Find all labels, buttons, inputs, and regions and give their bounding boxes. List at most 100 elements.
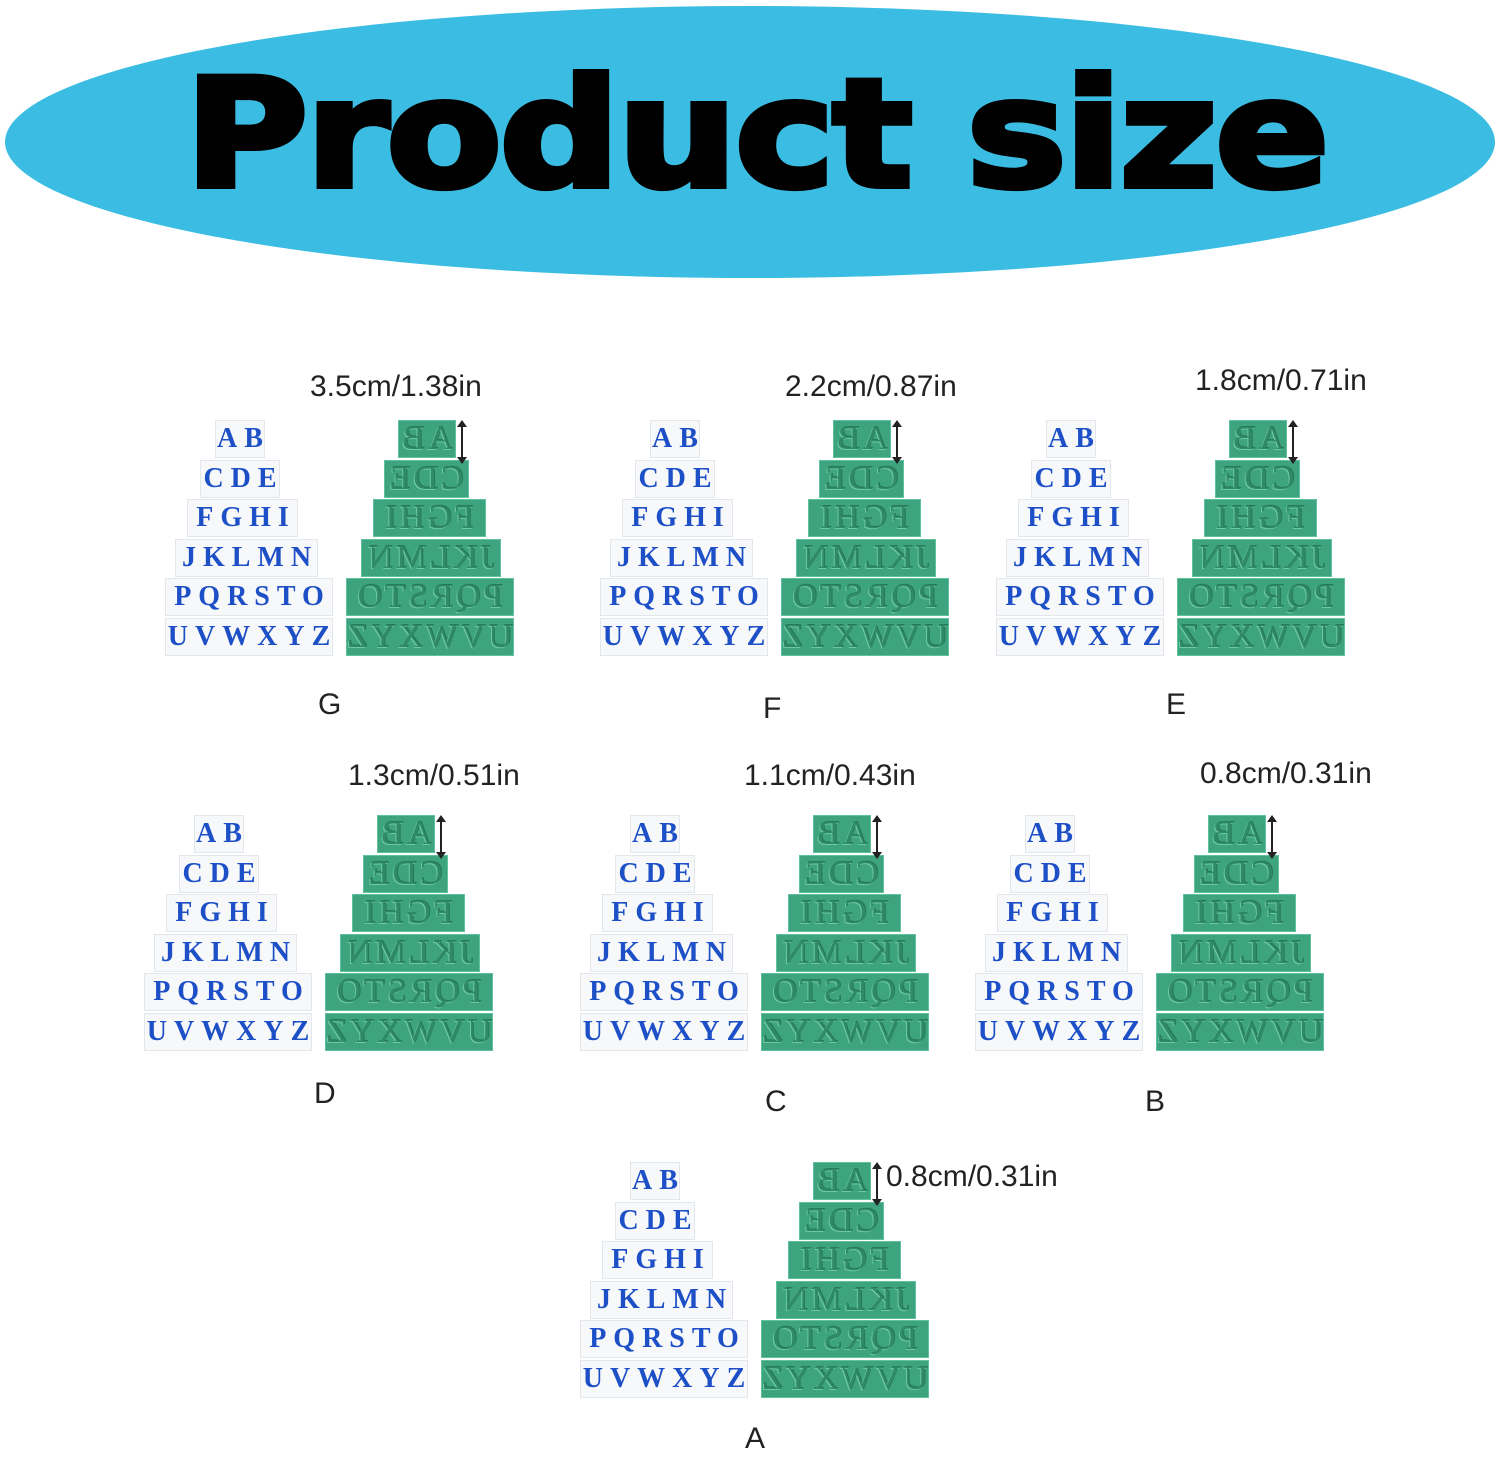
dimension-label: 2.2cm/0.87in <box>785 370 957 403</box>
stamp-letters: CDE <box>386 459 464 497</box>
stamp-row: UVWXYZ <box>1154 1012 1324 1051</box>
tray-letters: CDE <box>182 857 263 889</box>
stamp-row: CDE <box>799 1201 884 1240</box>
tray-letters: CDE <box>618 857 699 889</box>
stamp-letters: CDE <box>821 459 899 497</box>
tray-row: JKLMN <box>1006 538 1150 577</box>
tray-row: JKLMN <box>590 933 734 972</box>
stamp-letters: CDE <box>801 1201 879 1239</box>
stamp-row: CDE <box>1215 459 1300 498</box>
tray-letters: AB <box>196 818 249 849</box>
tray-row: AB <box>1046 420 1096 458</box>
stamp-row: AB <box>398 420 456 458</box>
stamp-stack: AB CDE FGHI JKLMN PQRSTO UVWXYZ <box>779 420 949 656</box>
letter-tray: AB CDE FGHI JKLMN PQRSTO UVWXYZ <box>600 420 768 656</box>
stamp-row: CDE <box>819 459 904 498</box>
stamp-row: FGHI <box>373 499 486 537</box>
tray-letters: CDE <box>1013 857 1094 889</box>
tray-row: PQRSTO <box>144 973 312 1011</box>
dimension-label: 0.8cm/0.31in <box>886 1160 1058 1193</box>
title-banner <box>5 6 1495 278</box>
stamp-row: PQRSTO <box>346 578 514 616</box>
tray-letters: JKLMN <box>596 1283 734 1315</box>
stamp-row: AB <box>1229 420 1287 458</box>
stamp-row: PQRSTO <box>781 578 949 616</box>
tray-letters: UVWXYZ <box>582 1362 753 1394</box>
tray-row: JKLMN <box>175 538 318 577</box>
size-option-label: E <box>1166 688 1187 721</box>
size-option-label: F <box>763 692 782 725</box>
tray-letters: PQRSTO <box>589 1323 746 1354</box>
stamp-row: AB <box>813 1162 871 1200</box>
stamp-row: PQRSTO <box>1156 973 1324 1011</box>
tray-row: FGHI <box>602 1241 713 1279</box>
tray-letters: FGHI <box>611 1244 711 1275</box>
tray-row: AB <box>630 815 680 853</box>
tray-row: CDE <box>1010 854 1090 893</box>
tray-letters: UVWXYZ <box>602 620 773 652</box>
stamp-row: PQRSTO <box>1177 578 1345 616</box>
stamp-letters: UVWXYZ <box>322 1012 493 1050</box>
tray-letters: UVWXYZ <box>146 1015 317 1047</box>
letter-tray: AB CDE FGHI JKLMN PQRSTO UVWXYZ <box>580 815 748 1051</box>
stamp-row: PQRSTO <box>761 1320 929 1358</box>
tray-row: FGHI <box>187 499 298 537</box>
page-title: Product size <box>182 45 1333 225</box>
tray-row: PQRSTO <box>165 578 333 616</box>
tray-letters: AB <box>652 423 705 454</box>
height-arrow-icon <box>892 420 902 464</box>
letter-tray: AB CDE FGHI JKLMN PQRSTO UVWXYZ <box>580 1162 748 1398</box>
tray-letters: UVWXYZ <box>167 620 338 652</box>
stamp-letters: PQRSTO <box>333 973 482 1010</box>
stamp-stack: AB CDE FGHI JKLMN PQRSTO UVWXYZ <box>1154 815 1324 1051</box>
tray-letters: UVWXYZ <box>977 1015 1148 1047</box>
stamp-stack: AB CDE FGHI JKLMN PQRSTO UVWXYZ <box>343 420 514 656</box>
stamp-letters: PQRSTO <box>789 578 938 615</box>
stamp-row: JKLMN <box>1192 538 1332 577</box>
stamp-letters: UVWXYZ <box>758 1012 929 1050</box>
size-option-label: G <box>318 688 342 721</box>
stamp-row: FGHI <box>808 499 921 537</box>
stamp-stack: AB CDE FGHI JKLMN PQRSTO UVWXYZ <box>322 815 493 1051</box>
tray-letters: CDE <box>638 462 719 494</box>
tray-row: JKLMN <box>610 538 753 577</box>
stamp-letters: AB <box>1229 420 1284 457</box>
stamp-row: JKLMN <box>1171 933 1311 972</box>
tray-row: PQRSTO <box>996 578 1164 616</box>
stamp-letters: JKLMN <box>780 1280 909 1318</box>
stamp-letters: UVWXYZ <box>343 617 514 655</box>
stamp-row: JKLMN <box>340 933 480 972</box>
stamp-row: FGHI <box>788 894 901 932</box>
tray-row: AB <box>215 420 265 458</box>
stamp-row: UVWXYZ <box>758 1012 929 1051</box>
tray-letters: FGHI <box>1027 502 1127 533</box>
tray-row: CDE <box>1031 459 1111 498</box>
stamp-row: AB <box>833 420 891 458</box>
tray-letters: JKLMN <box>1012 541 1150 573</box>
stamp-letters: AB <box>398 420 453 457</box>
tray-row: PQRSTO <box>580 973 748 1011</box>
tray-letters: CDE <box>203 462 284 494</box>
product-set-f: AB CDE FGHI JKLMN PQRSTO UVWXYZ AB CDE FGHI JKLMN… <box>600 370 960 740</box>
tray-row: PQRSTO <box>580 1320 748 1358</box>
product-set-e: AB CDE FGHI JKLMN PQRSTO UVWXYZ AB CDE FGHI JKLMN… <box>996 364 1367 740</box>
stamp-stack: AB CDE FGHI JKLMN PQRSTO UVWXYZ <box>758 815 929 1051</box>
tray-letters: JKLMN <box>596 936 734 968</box>
stamp-row: CDE <box>363 854 448 893</box>
stamp-letters: JKLMN <box>344 933 473 971</box>
letter-tray: AB CDE FGHI JKLMN PQRSTO UVWXYZ <box>975 815 1143 1051</box>
tray-row: FGHI <box>602 894 713 932</box>
product-set-g: AB CDE FGHI JKLMN PQRSTO UVWXYZ AB CDE FGHI JKLMN… <box>165 370 525 740</box>
stamp-letters: FGHI <box>1213 499 1305 536</box>
stamp-stack: AB CDE FGHI JKLMN PQRSTO UVWXYZ <box>1175 420 1345 656</box>
tray-row: AB <box>194 815 244 853</box>
tray-row: FGHI <box>1018 499 1129 537</box>
product-set-b: AB CDE FGHI JKLMN PQRSTO UVWXYZ AB CDE FGHI JKLMN… <box>975 757 1372 1135</box>
stamp-row: JKLMN <box>776 933 916 972</box>
tray-letters: CDE <box>618 1204 699 1236</box>
tray-letters: AB <box>632 818 685 849</box>
stamp-stack: AB CDE FGHI JKLMN PQRSTO UVWXYZ <box>758 1162 929 1398</box>
stamp-letters: FGHI <box>797 894 889 931</box>
stamp-letters: UVWXYZ <box>758 1359 929 1397</box>
tray-row: UVWXYZ <box>600 617 768 656</box>
